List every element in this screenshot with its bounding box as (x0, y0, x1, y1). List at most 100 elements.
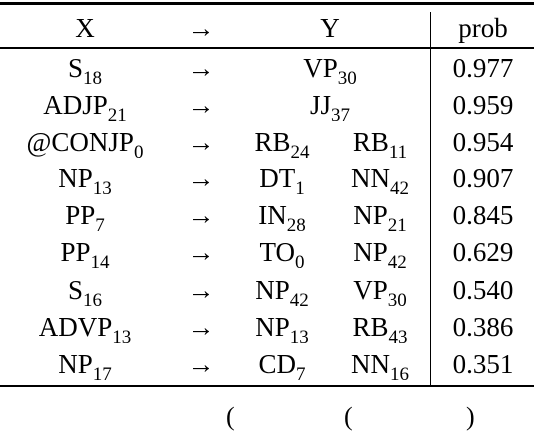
rhs-symbol-1-subscript: 24 (290, 142, 310, 163)
header-arrow: → (187, 13, 215, 43)
rhs-symbol-1-label: CD (258, 349, 296, 379)
lhs-symbol: S18 (0, 50, 170, 89)
rhs-symbol-2-label: NN (351, 349, 390, 379)
rhs-symbol-1-label: NP (255, 275, 290, 305)
column-divider (430, 12, 431, 386)
table-row: NP13 → DT1 NN42 0.907 (0, 160, 534, 199)
rhs-symbol-1: NP42 (232, 272, 332, 311)
rhs-symbol-2-subscript: 11 (388, 142, 408, 163)
table-row: ADJP21 → JJ37 0.959 (0, 87, 534, 126)
rhs-symbol-1: CD7 (232, 346, 332, 385)
lhs-symbol-label: S (67, 275, 84, 305)
table-row: S16 → NP42 VP30 0.540 (0, 272, 534, 311)
rhs-symbol-2: RB11 (332, 124, 428, 163)
lhs-symbol: NP13 (0, 160, 170, 199)
rhs-symbol-2: VP30 (332, 272, 428, 311)
probability: 0.977 (432, 50, 534, 87)
lhs-symbol-subscript: 7 (95, 215, 105, 236)
rhs-symbol-2-subscript: 30 (387, 290, 407, 311)
lhs-symbol: PP7 (0, 197, 170, 236)
lhs-symbol-subscript: 17 (92, 364, 112, 385)
rhs-symbol-2: NP21 (332, 197, 428, 236)
probability: 0.907 (432, 160, 534, 197)
rhs-symbol: VP30 (232, 50, 428, 89)
rhs-symbol-2: NP42 (332, 234, 428, 273)
lhs-symbol: ADJP21 (0, 87, 170, 126)
probability-label: 0.629 (452, 237, 514, 267)
rhs-symbol-1: DT1 (232, 160, 332, 199)
rhs-symbol-1-label: NP (255, 312, 290, 342)
rhs-symbol-1-label: RB (254, 127, 291, 157)
probability: 0.845 (432, 197, 534, 234)
rewrite-arrow: → (187, 237, 215, 267)
rhs-symbol-1-label: IN (258, 200, 287, 230)
lhs-symbol: @CONJP0 (0, 124, 170, 163)
table-row: @CONJP0 → RB24 RB11 0.954 (0, 124, 534, 163)
rhs-symbol-2-subscript: 42 (390, 178, 409, 199)
lhs-symbol: NP17 (0, 346, 170, 385)
probability-label: 0.845 (452, 200, 514, 230)
rhs-symbol-2-subscript: 21 (387, 215, 407, 236)
lhs-symbol: ADVP13 (0, 309, 170, 348)
lhs-symbol-subscript: 14 (90, 252, 110, 273)
rhs-symbol-1-subscript: 0 (295, 252, 305, 273)
header-y: Y (320, 13, 340, 43)
rewrite-arrow: → (187, 53, 215, 83)
probability: 0.959 (432, 87, 534, 124)
header-rule (0, 47, 534, 49)
rhs-symbol-2: NN42 (332, 160, 428, 199)
probability: 0.386 (432, 309, 534, 346)
rhs-symbol-1: NP13 (232, 309, 332, 348)
probability-label: 0.959 (452, 90, 514, 120)
lhs-symbol-subscript: 0 (133, 142, 144, 163)
table-row: PP7 → IN28 NP21 0.845 (0, 197, 534, 236)
cropped-paren-3: ) (466, 402, 475, 431)
rhs-symbol-1: TO0 (232, 234, 332, 273)
rewrite-arrow: → (187, 127, 215, 157)
bottom-rule (0, 385, 534, 387)
lhs-symbol-subscript: 16 (83, 290, 103, 311)
rhs-symbol-1: IN28 (232, 197, 332, 236)
lhs-symbol-label: PP (60, 237, 91, 267)
rhs-symbol-2-label: NP (353, 200, 388, 230)
table-row: NP17 → CD7 NN16 0.351 (0, 346, 534, 385)
cropped-paren-2: ( (344, 402, 353, 431)
probability: 0.540 (432, 272, 534, 309)
rewrite-arrow: → (187, 163, 215, 193)
rhs-symbol-2-subscript: 16 (390, 364, 409, 385)
rhs-symbol-1: RB24 (232, 124, 332, 163)
rhs-symbol-2-label: NN (351, 163, 390, 193)
rhs-symbol-subscript: 37 (331, 105, 350, 126)
rhs-symbol-2-label: VP (353, 275, 388, 305)
header-prob: prob (458, 13, 508, 43)
lhs-symbol-subscript: 21 (107, 105, 127, 126)
probability-label: 0.977 (452, 53, 514, 83)
table-row: ADVP13 → NP13 RB43 0.386 (0, 309, 534, 348)
rhs-symbol-2-subscript: 42 (387, 252, 407, 273)
lhs-symbol-label: S (67, 53, 84, 83)
probability: 0.351 (432, 346, 534, 383)
rhs-symbol-label: JJ (309, 90, 331, 120)
rhs-symbol-2: NN16 (332, 346, 428, 385)
rhs-symbol-1-subscript: 42 (289, 290, 309, 311)
probability-label: 0.386 (452, 312, 514, 342)
lhs-symbol-subscript: 13 (112, 327, 132, 348)
table-row: S18 → VP30 0.977 (0, 50, 534, 89)
lhs-symbol: S16 (0, 272, 170, 311)
rhs-symbol-2-subscript: 43 (388, 327, 408, 348)
lhs-symbol-subscript: 13 (92, 178, 112, 199)
rhs-symbol-label: VP (303, 53, 338, 83)
rhs-symbol-2-label: NP (353, 237, 388, 267)
rewrite-arrow: → (187, 90, 215, 120)
probability-label: 0.540 (452, 275, 514, 305)
top-rule (0, 2, 534, 5)
lhs-symbol-label: @CONJP (26, 127, 134, 157)
probability-label: 0.954 (452, 127, 514, 157)
table-row: PP14 → TO0 NP42 0.629 (0, 234, 534, 273)
rhs-symbol-2: RB43 (332, 309, 428, 348)
rhs-symbol-1-label: DT (259, 163, 296, 193)
lhs-symbol-label: NP (58, 163, 93, 193)
rhs-symbol-1-subscript: 1 (295, 178, 305, 199)
rhs-symbol-2-label: RB (352, 312, 389, 342)
probability-label: 0.351 (452, 349, 514, 379)
